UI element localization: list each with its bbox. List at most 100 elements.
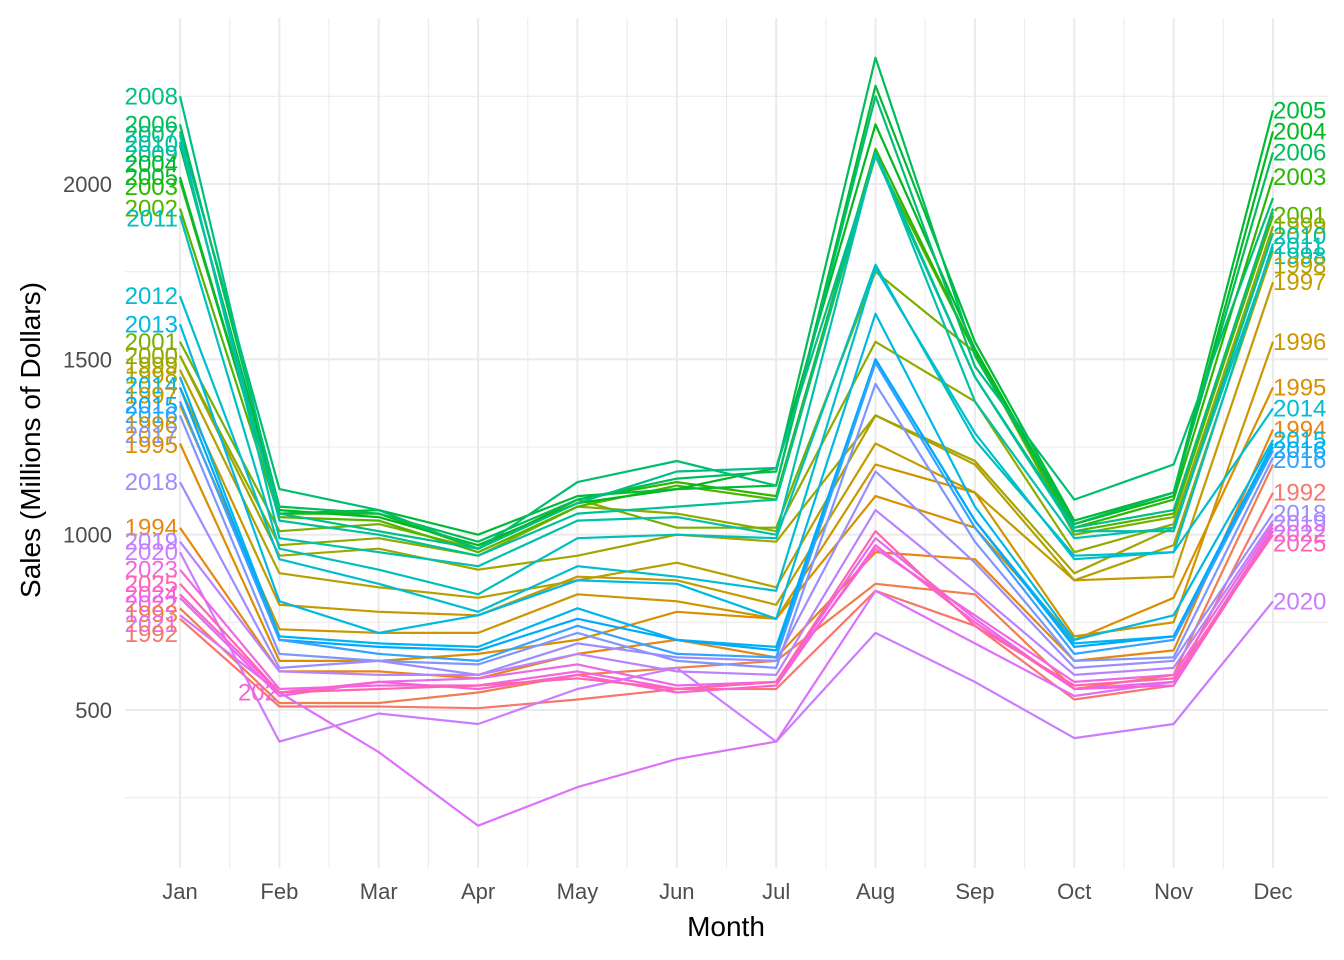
start-year-label: 2007 [125, 121, 178, 148]
x-axis-title: Month [687, 911, 765, 942]
start-year-label: 2017 [125, 422, 178, 449]
start-year-label: 2020 [125, 539, 178, 566]
start-year-label: 2021 [125, 611, 178, 638]
start-year-label: 2015 [125, 392, 178, 419]
x-tick-label: Feb [260, 879, 298, 904]
end-year-label: 2020 [1273, 588, 1326, 615]
end-year-label: 1996 [1273, 329, 1326, 356]
start-year-label: 2014 [125, 373, 178, 400]
end-year-label: 2006 [1273, 139, 1326, 166]
series-line-1995 [178, 386, 1274, 663]
end-year-label: 1992 [1273, 480, 1326, 507]
start-year-label: 1995 [125, 432, 178, 459]
end-year-label: 1994 [1273, 417, 1326, 444]
series-line-2007 [178, 95, 1275, 550]
series-line-2015 [178, 358, 1274, 652]
series-line-2017 [178, 382, 1274, 670]
start-year-label: 2022 [125, 591, 178, 618]
grid [125, 18, 1328, 868]
start-year-label: 2012 [125, 283, 178, 310]
series-line-2005 [178, 84, 1275, 536]
series-line-2012 [178, 267, 1274, 613]
series-line-1996 [178, 341, 1275, 638]
series-line-2006 [178, 56, 1275, 543]
series-line-2014 [178, 358, 1274, 649]
end-year-label: 2011 [1273, 233, 1325, 260]
start-year-label: 2002 [125, 196, 178, 223]
series-line-2000 [179, 225, 1275, 557]
start-year-label: 2004 [125, 151, 178, 178]
series-line-2011 [178, 215, 1275, 596]
y-axis-title: Sales (Millions of Dollars) [15, 282, 46, 598]
y-tick-label: 2000 [63, 172, 112, 197]
start-year-label: 2023 [125, 557, 178, 584]
x-tick-label: Apr [461, 879, 495, 904]
start-year-label: 2013 [125, 311, 178, 338]
end-year-label: 2010 [1273, 223, 1326, 250]
x-tick-label: Jan [162, 879, 197, 904]
start-year-label: 2006 [125, 111, 178, 138]
start-year-label: 1997 [125, 382, 178, 409]
end-year-label: 2004 [1273, 118, 1326, 145]
start-year-label: 1999 [125, 353, 178, 380]
x-tick-label: Sep [955, 879, 994, 904]
series-line-2020 [179, 551, 1274, 743]
series-line-1994 [179, 429, 1275, 680]
start-year-label: 2024 [125, 581, 178, 608]
series-line-2019 [179, 509, 1274, 677]
start-year-label: 2000 [125, 343, 178, 370]
x-tick-label: May [557, 879, 599, 904]
y-tick-label: 500 [75, 698, 112, 723]
series-line-2013 [178, 312, 1274, 642]
start-year-label: 1994 [125, 515, 178, 542]
end-year-label: 2016 [1273, 447, 1326, 474]
series-line-2010 [178, 134, 1275, 568]
series-lines [178, 56, 1275, 827]
end-year-label: 2022 [1273, 520, 1326, 547]
series-line-2002 [178, 154, 1275, 554]
start-year-label: 1998 [125, 363, 178, 390]
series-line-1998 [179, 250, 1275, 599]
start-year-label: 2010 [125, 131, 178, 158]
series-line-1997 [178, 281, 1275, 617]
x-tick-label: Jul [762, 879, 790, 904]
end-year-label: 1997 [1273, 269, 1326, 296]
end-year-label: 2025 [1273, 530, 1326, 557]
series-line-2021 [179, 530, 1274, 827]
end-year-label: 2001 [1273, 203, 1326, 230]
x-tick-label: Mar [360, 879, 398, 904]
start-year-label: 2003 [125, 174, 178, 201]
start-year-label: 2025 [125, 571, 178, 598]
series-line-2003 [178, 147, 1275, 550]
start-year-label: 2001 [125, 329, 178, 356]
series-line-2025 [179, 530, 1274, 694]
series-line-2018 [179, 470, 1274, 677]
x-tick-label: Jun [659, 879, 694, 904]
series-line-2008 [178, 96, 1275, 550]
x-tick-label: Nov [1154, 879, 1193, 904]
end-year-label: 2019 [1273, 511, 1326, 538]
end-year-label: 2014 [1273, 395, 1326, 422]
series-line-2009 [178, 141, 1275, 557]
start-year-label: 2008 [125, 83, 178, 110]
x-tick-label: Aug [856, 879, 895, 904]
end-year-label: 2018 [1273, 501, 1326, 528]
y-tick-label: 1500 [63, 347, 112, 372]
start-year-label: 1993 [125, 601, 178, 628]
end-year-label: 1999 [1273, 213, 1326, 240]
y-tick-label: 1000 [63, 523, 112, 548]
start-year-label: 2011 [126, 205, 178, 232]
start-year-label: 1992 [125, 621, 178, 648]
start-year-label: 2009 [125, 141, 178, 168]
end-year-label: 2015 [1273, 427, 1326, 454]
end-year-label: 2016 [1273, 437, 1326, 464]
year-labels: 2008200620072010200920042005200320022011… [125, 83, 1327, 706]
end-year-label: 1998 [1273, 253, 1326, 280]
x-tick-label: Dec [1253, 879, 1292, 904]
start-year-label: 2018 [125, 469, 178, 496]
x-axis: Jan Feb Mar Apr May Jun Jul Aug Sep Oct Nov Dec [162, 879, 1292, 904]
end-year-label: 2003 [1273, 164, 1326, 191]
x-tick-label: Oct [1057, 879, 1091, 904]
y-axis: 500 1000 1500 2000 [63, 172, 112, 723]
